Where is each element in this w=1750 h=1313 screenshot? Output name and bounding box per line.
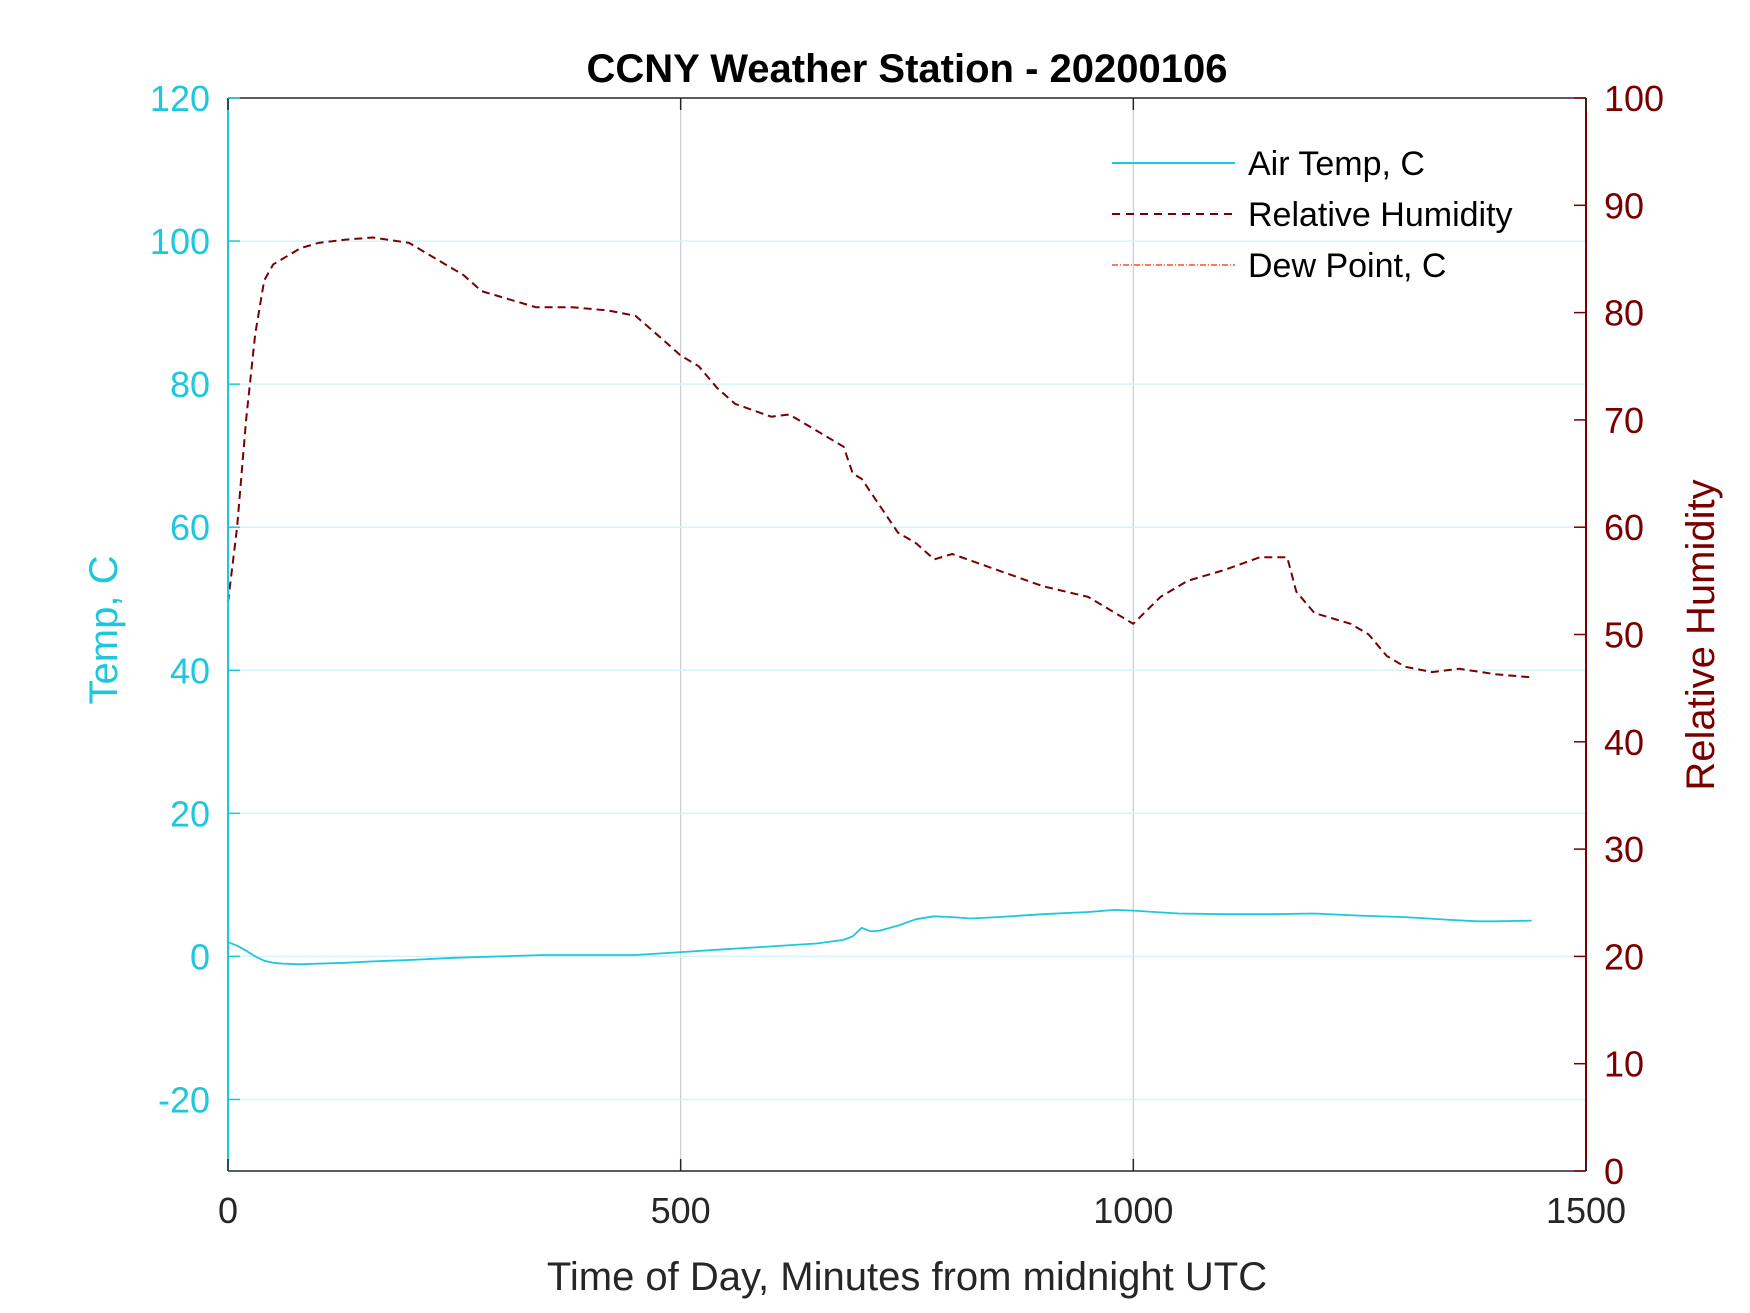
- y-right-tick-label: 60: [1604, 507, 1644, 548]
- relative-humidity-line: [227, 236, 1532, 679]
- x-tick-label: 1000: [1093, 1190, 1173, 1231]
- x-tick-label: 0: [218, 1190, 238, 1231]
- chart-title: CCNY Weather Station - 20200106: [587, 47, 1228, 91]
- x-tick-label: 500: [651, 1190, 711, 1231]
- x-tick-label: 1500: [1546, 1190, 1626, 1231]
- legend-rel-humidity-label: Relative Humidity: [1248, 196, 1513, 234]
- x-axis-label: Time of Day, Minutes from midnight UTC: [547, 1255, 1267, 1299]
- y-left-tick-label: 100: [150, 221, 210, 262]
- y-right-tick-label: 80: [1604, 293, 1644, 334]
- grid-layer: [228, 98, 1586, 1171]
- y-left-tick-label: 20: [170, 793, 210, 834]
- y-left-tick-label: 60: [170, 507, 210, 548]
- y-right-tick-label: 90: [1604, 185, 1644, 226]
- y-left-tick-label: 0: [190, 936, 210, 977]
- y-left-tick-label: 40: [170, 650, 210, 691]
- legend-dew-point-label: Dew Point, C: [1248, 247, 1446, 285]
- y-right-tick-label: 50: [1604, 615, 1644, 656]
- y-right-tick-label: 40: [1604, 722, 1644, 763]
- y-axis-right-label: Relative Humidity: [1679, 479, 1723, 790]
- y-left-tick-label: 80: [170, 364, 210, 405]
- y-right-tick-label: 100: [1604, 78, 1664, 119]
- y-right-tick-label: 70: [1604, 400, 1644, 441]
- ticks-layer: 0 500 1000 1500 -20 0 20 40 60 80 100 120 0 10 20 30 40 5…: [150, 78, 1664, 1231]
- y-left-tick-label: -20: [158, 1079, 210, 1120]
- y-right-tick-label: 30: [1604, 829, 1644, 870]
- y-left-tick-label: 120: [150, 78, 210, 119]
- y-right-tick-label: 0: [1604, 1151, 1624, 1192]
- y-right-tick-label: 10: [1604, 1044, 1644, 1085]
- series-layer: [227, 236, 1532, 966]
- air-temp-c-line: [227, 909, 1532, 966]
- legend-air-temp-label: Air Temp, C: [1248, 145, 1425, 183]
- y-axis-left-label: Temp, C: [82, 556, 126, 705]
- legend: Air Temp, C Relative Humidity Dew Point,…: [1112, 145, 1513, 285]
- y-right-tick-label: 20: [1604, 936, 1644, 977]
